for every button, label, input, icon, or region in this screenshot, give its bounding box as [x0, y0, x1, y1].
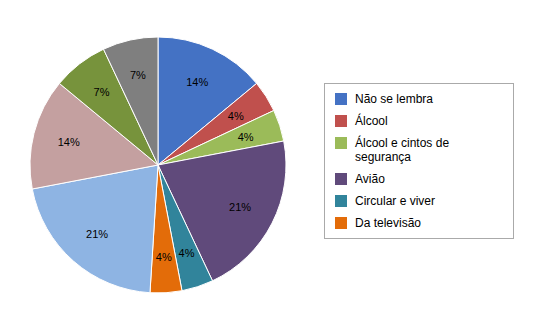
- svg-text:4%: 4%: [238, 131, 254, 143]
- html-text:Não se lembra: Não se lembra: [355, 91, 433, 106]
- svg-text:21%: 21%: [229, 201, 251, 213]
- svg-text:7%: 7%: [94, 86, 110, 98]
- html-text:Avião: Avião: [355, 171, 385, 186]
- svg-text:14%: 14%: [58, 136, 80, 148]
- svg-text:14%: 14%: [186, 76, 208, 88]
- svg-text:7%: 7%: [130, 69, 146, 81]
- html-text:Álcool: Álcool: [355, 113, 388, 128]
- svg-text:4%: 4%: [156, 251, 172, 263]
- html-text:Álcool e cintos de segurança: Álcool e cintos de segurança: [355, 135, 450, 164]
- svg-text:4%: 4%: [179, 247, 195, 259]
- html-text:Da televisão: Da televisão: [355, 215, 421, 230]
- svg-text:21%: 21%: [86, 228, 108, 240]
- svg-text:4%: 4%: [228, 110, 244, 122]
- html-text:Circular e viver: Circular e viver: [355, 193, 435, 208]
